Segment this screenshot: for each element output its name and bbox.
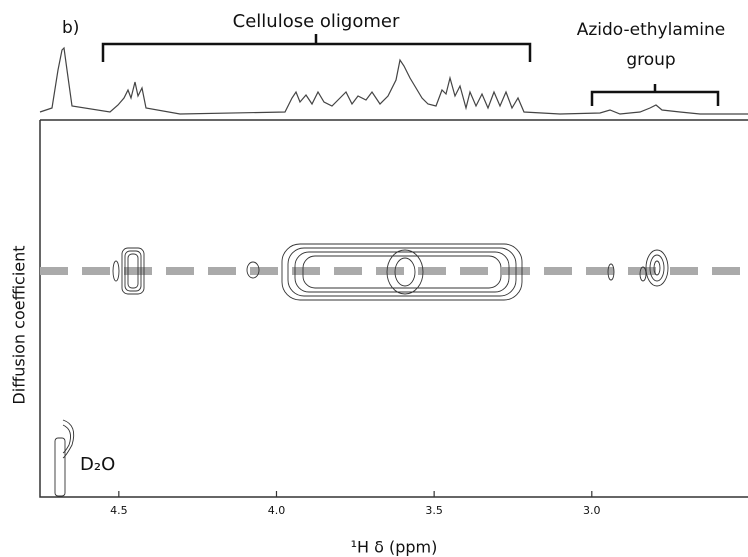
x-tick-label: 3.0 bbox=[583, 504, 601, 517]
peak-label: D₂O bbox=[80, 454, 115, 475]
plot-frame bbox=[39, 119, 748, 498]
panel-label: b) bbox=[62, 18, 79, 38]
x-axis-label: ¹H δ (ppm) bbox=[351, 538, 438, 557]
x-tick-label: 4.0 bbox=[268, 504, 286, 517]
bracket bbox=[101, 34, 532, 62]
annotation: group bbox=[626, 50, 675, 70]
annotation: Azido-ethylamine bbox=[577, 20, 726, 40]
bracket bbox=[590, 84, 720, 106]
spectrum bbox=[39, 46, 748, 115]
annotation: Cellulose oligomer bbox=[233, 11, 400, 32]
y-axis-label: Diffusion coefficient bbox=[10, 245, 29, 404]
contours bbox=[54, 243, 669, 497]
x-tick-label: 3.5 bbox=[425, 504, 443, 517]
x-tick-label: 4.5 bbox=[110, 504, 128, 517]
